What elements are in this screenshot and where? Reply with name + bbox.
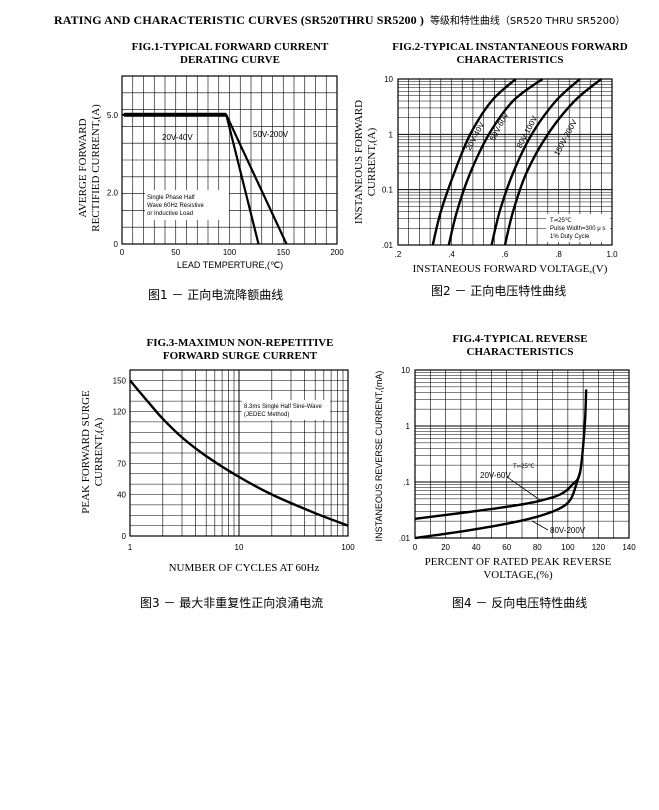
fig4-label-80v-200v: 80V-200V	[550, 526, 586, 535]
fig4-caption: 图4 － 反向电压特性曲线	[452, 596, 588, 610]
fig3-ytick: 0	[122, 532, 127, 541]
fig1-note: Wave 60Hz Resistive	[147, 203, 204, 209]
fig4-xtick: 20	[441, 543, 450, 552]
fig1-frame	[121, 75, 338, 245]
fig3-frame	[129, 369, 349, 537]
fig3-subtitle: FORWARD SURGE CURRENT	[163, 350, 318, 362]
fig2-xtick: .2	[395, 250, 402, 259]
fig4-note: Tₗ=25℃	[513, 464, 535, 470]
fig3-ytick: 70	[117, 459, 126, 468]
fig3-caption: 图3 － 最大非重复性正向浪涌电流	[140, 596, 324, 610]
fig2-series-2	[490, 78, 581, 246]
fig2-title: FIG.2-TYPICAL INSTANTANEOUS FORWARD	[392, 41, 627, 53]
fig2-ytick: 1	[389, 130, 394, 139]
fig2-note: 1% Duty Cycle	[550, 234, 590, 240]
fig4-leader-20v-60v	[506, 476, 541, 501]
fig1-series-50v-200v	[122, 113, 288, 245]
fig3-ytick: 120	[113, 408, 127, 417]
fig2-series-label: 50V-60V	[488, 110, 511, 142]
fig1-xtick: 100	[223, 248, 237, 257]
fig2-xtick: .6	[502, 250, 509, 259]
fig2-xtick: 1.0	[606, 250, 618, 259]
fig4-leader-80v-200v	[531, 520, 549, 531]
fig4-ylabel: INSTANEOUS REVERSE CURRENT,(mA)	[374, 371, 384, 542]
fig4-ytick: 1	[406, 422, 411, 431]
fig2-ytick: 0.1	[382, 186, 394, 195]
fig4-xtick: 120	[592, 543, 606, 552]
fig4-xtick: 100	[561, 543, 575, 552]
fig2-xtick: .4	[448, 250, 455, 259]
fig2-series-0	[431, 78, 517, 246]
fig3-note: (JEDEC Method)	[244, 412, 289, 418]
fig2-note: Tₗ=25℃	[550, 218, 572, 224]
fig3-ytick: 150	[113, 376, 127, 385]
fig3-ylabel-1: PEAK FORWARD SURGE	[80, 390, 92, 514]
fig2-series-3	[503, 78, 603, 246]
fig4-xtick: 80	[533, 543, 542, 552]
fig3-note-bg	[242, 400, 330, 420]
fig1-label-20v-40v: 20V-40V	[162, 133, 193, 142]
fig4-title: FIG.4-TYPICAL REVERSE	[452, 333, 587, 345]
fig3-note: 8.3ms Single Half Sine-Wave	[244, 404, 322, 410]
fig2-ytick: .01	[382, 241, 394, 250]
fig1-caption: 图1 － 正向电流降额曲线	[148, 288, 284, 302]
fig4-xtick: 140	[622, 543, 636, 552]
fig1-xtick: 0	[120, 248, 125, 257]
fig1-note: Single Phase Half	[147, 195, 195, 201]
fig4-series-1	[414, 471, 582, 540]
fig3-title: FIG.3-MAXIMUN NON-REPETITIVE	[147, 337, 334, 349]
fig1-xtick: 150	[277, 248, 291, 257]
fig4-xlabel-1: PERCENT OF RATED PEAK REVERSE	[425, 556, 612, 568]
fig1-label-50v-200v: 50V-200V	[253, 130, 289, 139]
fig4-xtick: 0	[413, 543, 418, 552]
fig4-xlabel-2: VOLTAGE,(%)	[483, 569, 553, 581]
fig3-xtick: 1	[128, 543, 133, 552]
fig3-xtick: 100	[341, 543, 355, 552]
fig2-ylabel-2: CURRENT,(A)	[366, 127, 378, 196]
fig2-xtick: .8	[555, 250, 562, 259]
fig4-series-0	[414, 389, 588, 520]
fig4-ytick: 10	[401, 366, 410, 375]
fig1-ytick: 5.0	[107, 111, 119, 120]
fig3-xtick: 10	[235, 543, 244, 552]
fig4-xtick: 40	[472, 543, 481, 552]
fig2-note: Pulse Width=300 μ s	[550, 226, 605, 232]
fig2-subtitle: CHARACTERISTICS	[457, 54, 564, 66]
fig1-note: or Inductive Load	[147, 211, 193, 217]
fig1-ylabel-1: AVERGE FORWARD	[77, 118, 89, 217]
fig3-ytick: 40	[117, 491, 126, 500]
fig1-subtitle: DERATING CURVE	[180, 54, 280, 66]
fig2-series-1	[447, 78, 544, 246]
fig3-series-surge	[129, 379, 349, 527]
fig2-ytick: 10	[384, 75, 393, 84]
fig4-subtitle: CHARACTERISTICS	[467, 346, 574, 358]
fig2-xlabel: INSTANEOUS FORWARD VOLTAGE,(V)	[413, 263, 608, 275]
fig2-note-bg	[546, 214, 610, 242]
page-title: RATING AND CHARACTERISTIC CURVES (SR520T…	[54, 13, 424, 27]
fig1-title: FIG.1-TYPICAL FORWARD CURRENT	[132, 41, 329, 53]
fig4-frame	[414, 369, 630, 539]
fig1-xtick: 50	[171, 248, 180, 257]
fig4-ytick: .01	[399, 534, 411, 543]
fig1-ytick: 0	[114, 240, 119, 249]
fig1-xlabel: LEAD TEMPERTURE,(℃)	[177, 260, 283, 270]
fig1-ylabel-2: RECTIFIED CURRENT,(A)	[90, 104, 102, 232]
page-title-cn: 等级和特性曲线（SR520 THRU SR5200）	[429, 16, 626, 27]
fig1-xtick: 200	[330, 248, 344, 257]
fig3-ylabel-2: CURRENT,(A)	[93, 417, 105, 486]
fig4-xtick: 60	[502, 543, 511, 552]
fig1-note-bg	[145, 190, 229, 220]
fig4-label-20v-60v: 20V-60V	[480, 471, 511, 480]
fig4-ytick: .1	[403, 478, 410, 487]
fig1-ytick: 2.0	[107, 188, 119, 197]
fig3-xlabel: NUMBER OF CYCLES AT 60Hz	[169, 562, 320, 574]
page-header: RATING AND CHARACTERISTIC CURVES (SR520T…	[54, 12, 654, 28]
fig2-ylabel-1: INSTANEOUS FORWARD	[353, 100, 365, 224]
fig2-caption: 图2 － 正向电压特性曲线	[431, 284, 567, 298]
